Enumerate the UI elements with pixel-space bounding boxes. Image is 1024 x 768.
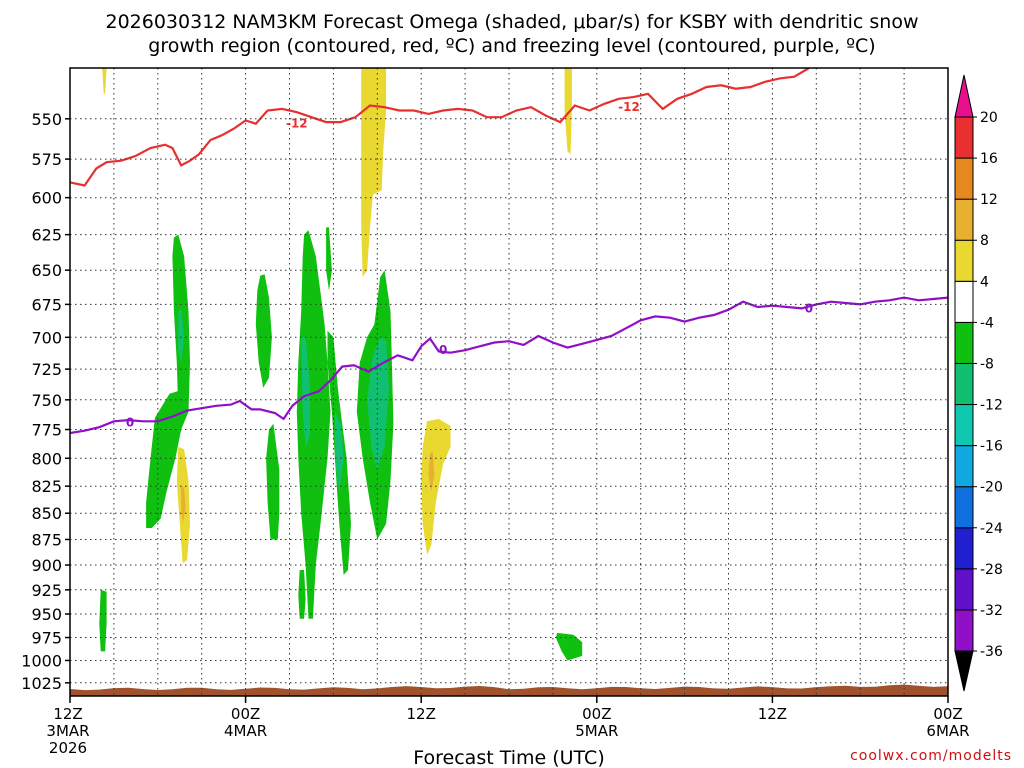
chart-title-line2: growth region (contoured, red, ºC) and f… [148, 35, 875, 57]
omega-region-12 [298, 570, 306, 619]
x-tick-label-0-2: 2026 [49, 739, 87, 757]
y-tick-label-5: 675 [31, 295, 62, 314]
colorbar-label-12: 16 [980, 151, 998, 167]
y-tick-label-7: 725 [31, 360, 62, 379]
colorbar-legend: -36 -32 -28 -24 -20 -16 -12 -8 -4 4 8 12 16 20 [954, 74, 1003, 692]
x-tick-label-3-1: 5MAR [575, 722, 618, 740]
contour-line-0 [70, 68, 810, 187]
grid-lines [70, 68, 948, 696]
omega-region-13 [99, 589, 107, 652]
contour-label-1-0: 0 [126, 415, 134, 429]
x-tick-label-1-0: 00Z [231, 705, 260, 723]
omega-region-2 [178, 308, 185, 363]
y-tick-label-11: 825 [31, 477, 62, 496]
y-tick-label-9: 775 [31, 421, 62, 440]
omega-region-6 [301, 337, 310, 447]
omega-region-4 [296, 230, 331, 619]
y-tick-label-13: 875 [31, 530, 62, 549]
x-tick-label-1-1: 4MAR [224, 722, 267, 740]
omega-region-14 [555, 632, 583, 661]
omega-region-19 [361, 68, 387, 278]
colorbar-box-3 [954, 527, 974, 570]
y-tick-label-8: 750 [31, 391, 62, 410]
colorbar-label-0: -36 [980, 644, 1003, 660]
colorbar-box-7 [954, 362, 974, 406]
omega-region-3 [255, 274, 272, 388]
y-tick-label-15: 925 [31, 581, 62, 600]
y-tick-label-0: 550 [31, 110, 62, 129]
omega-region-16 [428, 452, 435, 492]
omega-region-20 [564, 68, 572, 155]
omega-region-8 [326, 227, 332, 291]
colorbar-box-1 [954, 609, 974, 652]
colorbar-box-8 [954, 321, 974, 364]
x-tick-label-0-0: 12Z [53, 705, 82, 723]
temperature-contours: -12 -12 0 0 0 [70, 68, 948, 435]
colorbar-label-4: -20 [980, 480, 1003, 496]
y-tick-label-18: 1000 [21, 651, 62, 670]
x-tick-label-5-1: 6MAR [926, 722, 969, 740]
plot-area [70, 68, 948, 696]
colorbar-box-5 [954, 445, 974, 488]
credit-text: coolwx.com/modelts [850, 748, 1012, 764]
colorbar-label-10: 8 [980, 233, 989, 249]
x-axis-label: Forecast Time (UTC) [413, 747, 604, 768]
omega-region-18 [181, 486, 186, 524]
x-tick-label-2-0: 12Z [407, 705, 436, 723]
colorbar-high-arrow [954, 74, 974, 118]
y-tick-label-17: 975 [31, 629, 62, 648]
y-tick-label-19: 1025 [21, 674, 62, 693]
y-tick-label-14: 900 [31, 556, 62, 575]
y-axis: 550 575 600 625 650 675 700 725 750 775 800 825 850 8… [21, 110, 70, 693]
contour-label-1-2: 0 [805, 301, 813, 315]
omega-region-15 [421, 418, 451, 555]
colorbar-label-3: -24 [980, 521, 1003, 537]
x-tick-label-5-0: 00Z [933, 705, 962, 723]
colorbar-label-8: -4 [980, 315, 994, 331]
contour-line-1 [70, 296, 948, 435]
contour-label-0-1: -12 [618, 100, 640, 114]
x-tick-label-3-0: 00Z [582, 705, 611, 723]
omega-region-0 [146, 390, 185, 528]
colorbar-low-arrow [954, 650, 974, 692]
contour-label-1-1: 0 [439, 343, 447, 357]
x-tick-label-4-0: 12Z [758, 705, 787, 723]
y-tick-label-4: 650 [31, 261, 62, 280]
y-tick-label-2: 600 [31, 189, 62, 208]
colorbar-label-7: -8 [980, 356, 994, 372]
omega-region-7 [334, 411, 344, 492]
y-tick-label-6: 700 [31, 328, 62, 347]
colorbar-label-13: 20 [980, 110, 998, 126]
x-tick-label-0-1: 3MAR [46, 722, 89, 740]
y-tick-label-3: 625 [31, 226, 62, 245]
colorbar-label-6: -12 [980, 398, 1003, 414]
y-tick-label-1: 575 [31, 150, 62, 169]
colorbar-box-2 [954, 568, 974, 611]
colorbar-label-1: -32 [980, 603, 1003, 619]
colorbar-box-13 [954, 116, 974, 159]
colorbar-label-9: 4 [980, 274, 989, 290]
colorbar-box-10 [954, 239, 974, 282]
chart-title-line1: 2026030312 NAM3KM Forecast Omega (shaded… [105, 11, 918, 33]
y-tick-label-16: 950 [31, 605, 62, 624]
colorbar-box-12 [954, 157, 974, 200]
colorbar-box-9 [954, 280, 974, 323]
contour-label-0-0: -12 [286, 117, 308, 131]
colorbar-label-11: 12 [980, 192, 998, 208]
colorbar-label-2: -28 [980, 562, 1003, 578]
y-tick-label-10: 800 [31, 449, 62, 468]
colorbar-label-5: -16 [980, 439, 1003, 455]
y-tick-label-12: 850 [31, 504, 62, 523]
colorbar-box-11 [954, 198, 974, 241]
plot-frame [69, 67, 949, 697]
omega-region-21 [102, 68, 107, 94]
colorbar-box-4 [954, 486, 974, 529]
colorbar-box-6 [954, 404, 974, 447]
omega-region-11 [266, 423, 280, 540]
